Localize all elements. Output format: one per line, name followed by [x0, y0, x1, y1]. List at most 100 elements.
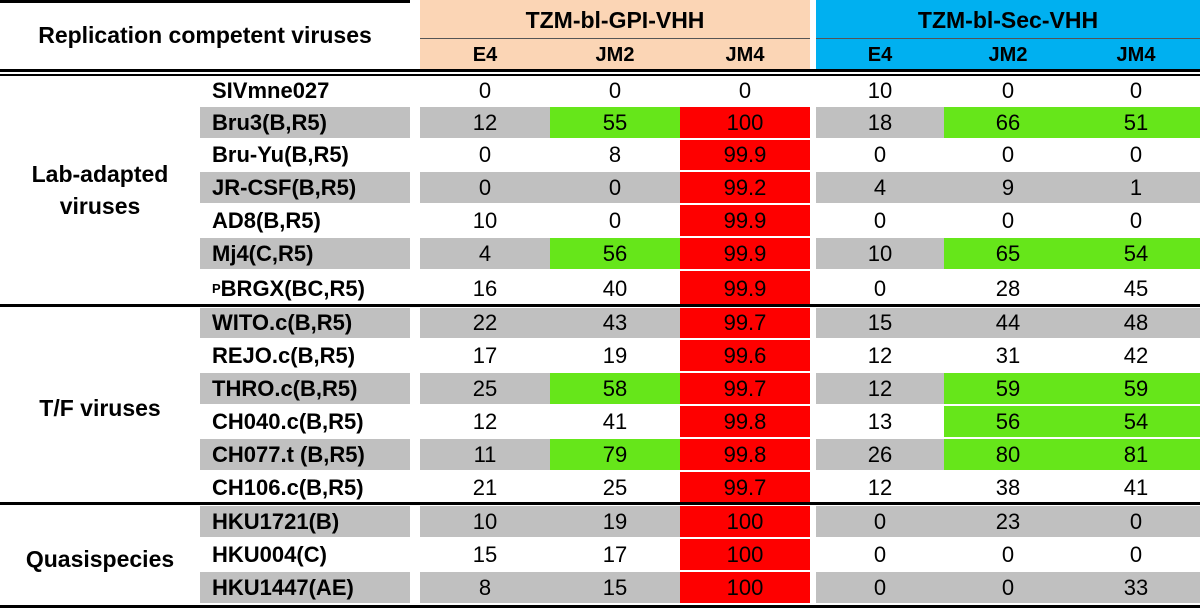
- virus-name-text: CH040.c(B,R5): [212, 408, 364, 434]
- section-label-lab-adapted: Lab-adapted viruses: [31, 161, 169, 219]
- sec-cell: 66: [944, 107, 1072, 138]
- gpi-cell: 17: [472, 342, 498, 368]
- sec-cell: 0: [1129, 78, 1143, 103]
- gpi-group-title: TZM-bl-GPI-VHH: [525, 7, 705, 33]
- virus-name-text: AD8(B,R5): [212, 207, 321, 233]
- virus-name-text: HKU004(C): [212, 541, 327, 567]
- header-rule-2: [0, 74, 1200, 76]
- sec-cell: 33: [1123, 574, 1149, 600]
- sec-subheader-divider: [816, 38, 1200, 39]
- gpi-subheader-divider: [420, 38, 810, 39]
- sec-cell: 0: [1129, 508, 1143, 534]
- sec-cell: 10: [867, 78, 893, 103]
- gpi-jm4-cell: 99.8: [680, 439, 810, 470]
- gpi-cell: 22: [472, 310, 498, 335]
- virus-name: HKU1447(AE): [200, 572, 410, 603]
- virus-name-text: SIVmne027: [212, 78, 330, 103]
- sec-cell: 10: [867, 240, 893, 266]
- gpi-cell: 25: [472, 375, 498, 401]
- sec-cell: 45: [1123, 275, 1149, 301]
- sec-cell: 44: [995, 310, 1021, 335]
- row-shade: [816, 172, 1200, 203]
- gpi-cell: 0: [478, 142, 492, 167]
- row-shade: [200, 308, 410, 338]
- top-border-left: [0, 0, 410, 3]
- gpi-jm4-cell: 100: [680, 506, 810, 537]
- virus-name-text: THRO.c(B,R5): [212, 375, 358, 401]
- sec-cell: 26: [867, 441, 893, 467]
- sec-cell: 12: [867, 475, 893, 500]
- gpi-cell: 19: [602, 342, 628, 368]
- virus-name: WITO.c(B,R5): [200, 308, 410, 338]
- gpi-cell: 0: [478, 78, 492, 103]
- sec-cell: 80: [944, 439, 1072, 470]
- sec-cell: 31: [995, 342, 1021, 368]
- sec-cell: 9: [1001, 174, 1015, 200]
- gpi-cell: 15: [602, 574, 628, 600]
- gpi-cell: 19: [602, 508, 628, 534]
- header-rule-1: [0, 69, 1200, 72]
- row-shade: [200, 107, 410, 138]
- sec-col-jm2: JM2: [988, 43, 1028, 66]
- gpi-cell: 12: [472, 408, 498, 434]
- row-shade: [200, 506, 410, 537]
- sec-cell: 0: [873, 541, 887, 567]
- virus-name: CH077.t (B,R5): [200, 439, 410, 470]
- virus-name-text: CH106.c(B,R5): [212, 475, 364, 500]
- gpi-jm4-cell: 100: [680, 539, 810, 570]
- gpi-jm4-cell: 0: [738, 78, 752, 103]
- virus-name: THRO.c(B,R5): [200, 373, 410, 404]
- gpi-cell: 79: [550, 439, 680, 470]
- sec-cell: 0: [873, 207, 887, 233]
- gpi-cell: 0: [478, 174, 492, 200]
- gpi-cell: 16: [472, 275, 498, 301]
- section-label-tf: T/F viruses: [39, 395, 161, 421]
- sec-cell: 59: [1072, 373, 1200, 404]
- gpi-col-jm4: JM4: [725, 43, 765, 66]
- virus-name-text: HKU1721(B): [212, 508, 340, 534]
- virus-name: SIVmne027: [200, 77, 410, 105]
- gpi-jm4-cell: 99.2: [680, 172, 810, 203]
- gpi-jm4-cell: 100: [680, 572, 810, 603]
- virus-name: JR-CSF(B,R5): [200, 172, 410, 203]
- virus-name: Mj4(C,R5): [200, 238, 410, 269]
- row-shade: [200, 373, 410, 404]
- gpi-cell: 40: [602, 275, 628, 301]
- sec-cell: 54: [1072, 238, 1200, 269]
- gpi-cell: 43: [602, 310, 628, 335]
- section-divider-1: [0, 304, 1200, 307]
- virus-name-text: BRGX(BC,R5): [220, 275, 365, 301]
- sec-cell: 0: [873, 142, 887, 167]
- gpi-cell: 8: [608, 142, 622, 167]
- sec-col-e4: E4: [867, 43, 893, 66]
- virus-name: HKU1721(B): [200, 506, 410, 537]
- row-shade: [816, 506, 1200, 537]
- sec-cell: 65: [944, 238, 1072, 269]
- sec-cell: 42: [1123, 342, 1149, 368]
- gpi-cell: 12: [472, 109, 498, 135]
- row-shade: [816, 572, 1200, 603]
- sec-header-bg: [816, 0, 1200, 70]
- gpi-cell: 17: [602, 541, 628, 567]
- sec-cell: 0: [873, 574, 887, 600]
- sec-cell: 4: [873, 174, 887, 200]
- sec-cell: 12: [867, 375, 893, 401]
- gpi-cell: 10: [472, 207, 498, 233]
- row-shade: [200, 572, 410, 603]
- gpi-cell: 55: [550, 107, 680, 138]
- gpi-jm4-cell: 100: [680, 107, 810, 138]
- row-shade: [200, 439, 410, 470]
- gpi-cell: 11: [473, 441, 497, 467]
- gpi-cell: 56: [550, 238, 680, 269]
- gpi-jm4-cell: 99.7: [680, 308, 810, 338]
- virus-name-text: WITO.c(B,R5): [212, 310, 353, 335]
- sec-cell: 28: [995, 275, 1021, 301]
- section-label-quasispecies: Quasispecies: [25, 546, 175, 572]
- sec-cell: 0: [1001, 142, 1015, 167]
- gpi-jm4-cell: 99.7: [680, 373, 810, 404]
- gpi-jm4-cell: 99.7: [680, 472, 810, 504]
- section-divider-2: [0, 502, 1200, 505]
- sec-cell: 0: [1001, 78, 1015, 103]
- gpi-jm4-cell: 99.9: [680, 140, 810, 170]
- sec-cell: 0: [1129, 207, 1143, 233]
